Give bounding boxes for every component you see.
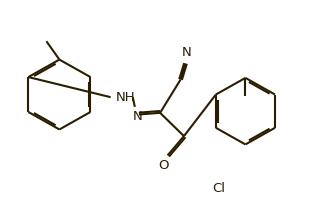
Text: N: N [133, 110, 143, 123]
Text: Cl: Cl [213, 182, 226, 195]
Text: NH: NH [116, 91, 135, 104]
Text: N: N [181, 46, 191, 59]
Text: O: O [158, 159, 169, 172]
